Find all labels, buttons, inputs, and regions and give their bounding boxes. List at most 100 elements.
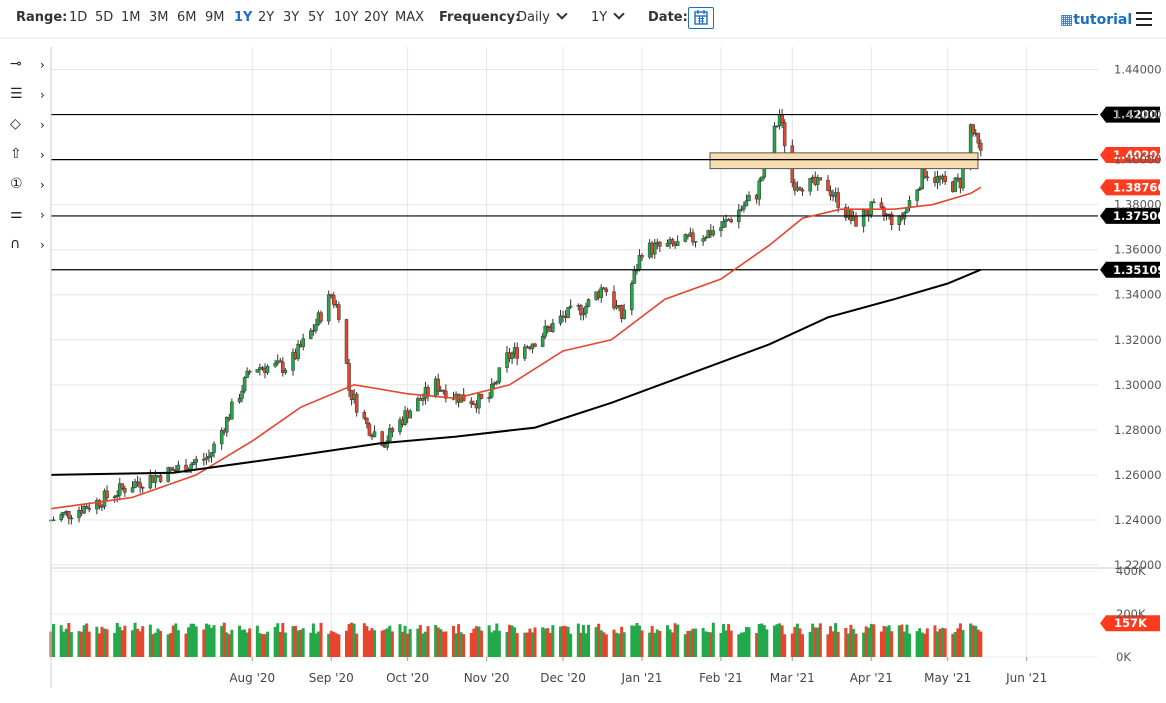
candle-body xyxy=(757,180,761,200)
candle-body xyxy=(344,319,349,364)
candle-body xyxy=(584,306,588,314)
candle-body xyxy=(849,209,853,221)
range-2y[interactable]: 2Y xyxy=(258,10,275,25)
candle-body xyxy=(604,288,609,293)
price-tag xyxy=(1100,147,1160,164)
range-9m[interactable]: 9M xyxy=(205,10,225,25)
range-max[interactable]: MAX xyxy=(395,10,425,25)
price-tick-label: 1.28000 xyxy=(1114,423,1162,437)
volume-bar xyxy=(795,623,799,657)
candle-body xyxy=(630,283,634,311)
crosshair-tool[interactable]: ⊸ › xyxy=(10,56,46,78)
level-tag-label: 1.35109 xyxy=(1113,263,1165,277)
candle-body xyxy=(979,142,983,151)
price-tick-label: 1.38000 xyxy=(1114,198,1162,212)
volume-bar xyxy=(469,633,473,657)
candle-body xyxy=(652,243,657,255)
period-select[interactable]: 1Y xyxy=(591,8,625,25)
range-1y[interactable]: 1Y xyxy=(234,10,253,25)
candle-body xyxy=(882,207,886,216)
candle-body xyxy=(765,158,769,162)
range-3m[interactable]: 3M xyxy=(149,10,169,25)
time-tick-label: Nov '20 xyxy=(464,671,510,685)
volume-bar xyxy=(309,632,313,657)
menu-button[interactable] xyxy=(1136,12,1152,26)
frequency-select[interactable]: Daily xyxy=(517,8,568,25)
volume-bar xyxy=(248,628,252,657)
candle-body xyxy=(258,367,262,370)
volume-bar xyxy=(332,631,336,657)
candle-body xyxy=(444,390,448,399)
range-5d[interactable]: 5D xyxy=(95,10,114,25)
volume-bar xyxy=(401,631,405,657)
volume-bar xyxy=(148,624,152,657)
candle-body xyxy=(423,387,428,399)
candle-body xyxy=(897,215,902,225)
candle-body xyxy=(938,176,942,180)
volume-bar xyxy=(421,633,425,657)
candle-body xyxy=(528,346,532,349)
price-tick-label: 1.42000 xyxy=(1114,108,1162,122)
candle-body xyxy=(97,500,102,507)
volume-bar xyxy=(301,628,305,657)
shapes-icon: ◇ xyxy=(10,116,21,132)
candle-body xyxy=(719,227,723,231)
volume-bar xyxy=(416,628,420,657)
candle-body xyxy=(171,469,176,472)
range-10y[interactable]: 10Y xyxy=(334,10,359,25)
time-tick-label: Sep '20 xyxy=(309,671,354,685)
candle-body xyxy=(968,124,973,166)
frequency-value: Daily xyxy=(517,10,550,25)
range-5y[interactable]: 5Y xyxy=(308,10,325,25)
candle-body xyxy=(408,410,412,419)
price-tick-label: 1.40000 xyxy=(1114,153,1162,167)
volume-bar xyxy=(423,631,427,657)
volume-bar xyxy=(337,634,341,657)
range-6m[interactable]: 6M xyxy=(177,10,197,25)
volume-bar xyxy=(890,631,894,657)
range-1m[interactable]: 1M xyxy=(121,10,141,25)
chevron-right-icon: › xyxy=(40,208,45,222)
volume-bar xyxy=(260,634,264,657)
magnet-tool[interactable]: ∩ › xyxy=(10,236,46,258)
volume-bar xyxy=(426,626,430,657)
arrow-up-tool[interactable]: ⇧ › xyxy=(10,146,46,168)
tutorial-link[interactable]: ▦tutorial xyxy=(1060,12,1132,28)
number-annotation-tool[interactable]: ① › xyxy=(10,176,46,198)
candle-body xyxy=(650,242,654,255)
volume-bar xyxy=(159,630,163,657)
volume-bar xyxy=(637,625,641,657)
candle-body xyxy=(84,505,89,509)
volume-bar xyxy=(864,626,868,657)
candle-body xyxy=(737,209,741,223)
shapes-tool[interactable]: ◇ › xyxy=(10,116,46,138)
range-3y[interactable]: 3Y xyxy=(283,10,300,25)
volume-bar xyxy=(648,632,652,657)
volume-bar xyxy=(230,629,234,657)
candle-body xyxy=(204,457,209,460)
candle-body xyxy=(454,393,458,400)
candle-body xyxy=(635,269,639,272)
volume-bar xyxy=(189,623,193,657)
candle-body xyxy=(563,315,568,318)
candle-body xyxy=(69,517,74,520)
candle-body xyxy=(673,243,677,246)
candle-body xyxy=(808,178,812,192)
volume-bar xyxy=(138,631,142,657)
range-1d[interactable]: 1D xyxy=(69,10,88,25)
candle-body xyxy=(887,213,891,216)
candle-body xyxy=(523,346,527,359)
candle-body xyxy=(385,440,390,448)
candle-body xyxy=(151,475,155,483)
volume-bar xyxy=(209,627,213,657)
volume-bar xyxy=(979,631,983,657)
candle-body xyxy=(191,461,196,465)
fib-lines-tool[interactable]: ☰ › xyxy=(10,86,46,108)
range-20y[interactable]: 20Y xyxy=(364,10,389,25)
candle-body xyxy=(780,114,784,123)
calendar-button[interactable] xyxy=(688,7,714,29)
measure-tool[interactable]: ⚌ › xyxy=(10,206,46,228)
volume-bar xyxy=(319,622,323,657)
candle-body xyxy=(655,241,660,245)
